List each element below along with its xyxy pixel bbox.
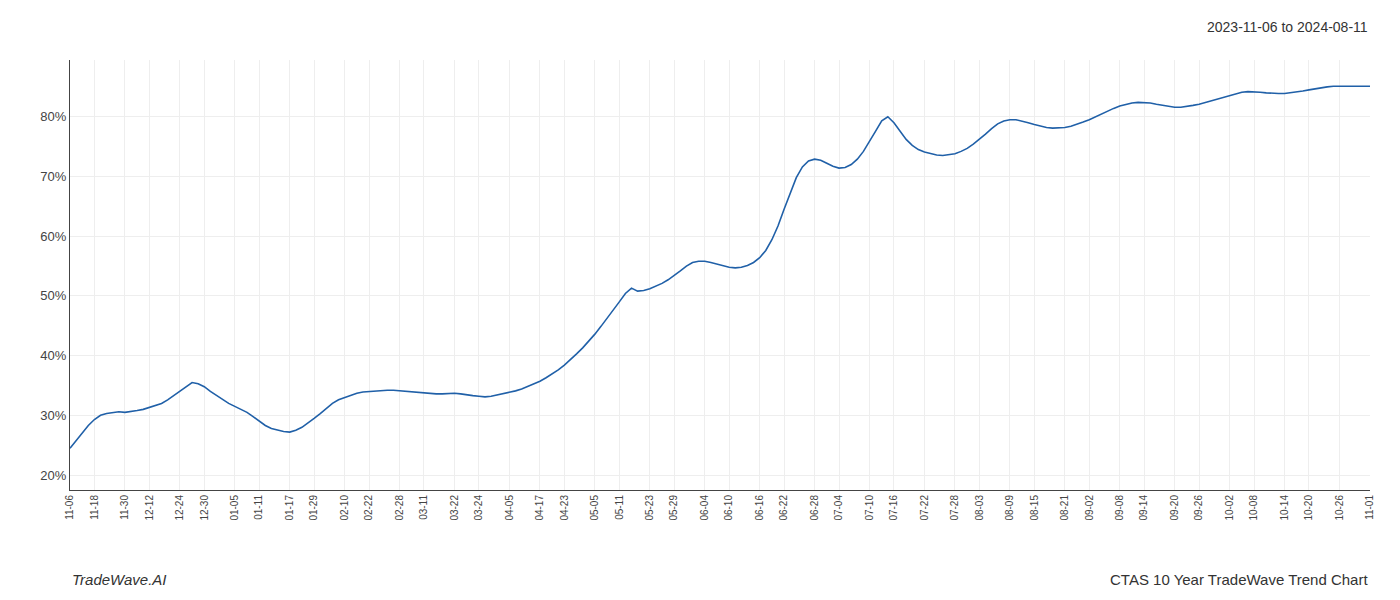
svg-text:07-16: 07-16	[888, 495, 899, 521]
svg-text:03-11: 03-11	[418, 495, 429, 520]
svg-text:10-02: 10-02	[1224, 495, 1235, 521]
svg-text:70%: 70%	[40, 169, 66, 184]
svg-text:03-24: 03-24	[473, 495, 484, 521]
svg-text:80%: 80%	[40, 109, 66, 124]
svg-text:09-02: 09-02	[1084, 495, 1095, 521]
svg-text:01-29: 01-29	[308, 495, 319, 521]
svg-text:08-03: 08-03	[974, 495, 985, 521]
svg-text:06-16: 06-16	[754, 495, 765, 521]
svg-text:60%: 60%	[40, 229, 66, 244]
svg-text:04-05: 04-05	[504, 495, 515, 521]
svg-text:03-22: 03-22	[449, 495, 460, 521]
svg-text:50%: 50%	[40, 288, 66, 303]
svg-text:01-17: 01-17	[284, 495, 295, 521]
svg-text:02-22: 02-22	[363, 495, 374, 521]
svg-text:10-08: 10-08	[1248, 495, 1259, 521]
svg-text:07-10: 07-10	[864, 495, 875, 521]
svg-text:12-24: 12-24	[174, 495, 185, 521]
svg-text:CTAS 10 Year TradeWave Trend C: CTAS 10 Year TradeWave Trend Chart	[1110, 571, 1368, 588]
svg-text:05-05: 05-05	[589, 495, 600, 521]
svg-text:12-30: 12-30	[199, 495, 210, 521]
svg-text:11-06: 11-06	[64, 495, 75, 520]
svg-text:09-14: 09-14	[1138, 495, 1149, 521]
svg-text:04-23: 04-23	[559, 495, 570, 521]
svg-text:40%: 40%	[40, 348, 66, 363]
svg-text:11-01: 11-01	[1364, 495, 1375, 520]
svg-text:05-29: 05-29	[668, 495, 679, 521]
svg-text:06-28: 06-28	[809, 495, 820, 521]
svg-text:07-04: 07-04	[833, 495, 844, 521]
svg-text:06-04: 06-04	[699, 495, 710, 521]
svg-text:10-26: 10-26	[1334, 495, 1345, 521]
svg-text:01-05: 01-05	[229, 495, 240, 521]
svg-text:08-09: 08-09	[1004, 495, 1015, 521]
svg-text:10-20: 10-20	[1303, 495, 1314, 521]
svg-text:10-14: 10-14	[1279, 495, 1290, 521]
svg-text:11-30: 11-30	[119, 495, 130, 520]
svg-text:20%: 20%	[40, 468, 66, 483]
svg-text:07-22: 07-22	[919, 495, 930, 521]
svg-text:09-26: 09-26	[1193, 495, 1204, 521]
svg-text:07-28: 07-28	[949, 495, 960, 521]
svg-text:05-23: 05-23	[644, 495, 655, 521]
svg-text:06-10: 06-10	[723, 495, 734, 521]
svg-text:TradeWave.AI: TradeWave.AI	[72, 571, 166, 588]
svg-text:02-10: 02-10	[339, 495, 350, 521]
svg-text:09-20: 09-20	[1169, 495, 1180, 521]
svg-text:30%: 30%	[40, 408, 66, 423]
svg-text:06-22: 06-22	[778, 495, 789, 521]
svg-text:09-08: 09-08	[1114, 495, 1125, 521]
svg-text:01-11: 01-11	[253, 495, 264, 520]
svg-text:05-11: 05-11	[614, 495, 625, 520]
svg-text:11-18: 11-18	[89, 495, 100, 520]
svg-text:08-21: 08-21	[1059, 495, 1070, 521]
svg-text:2023-11-06 to 2024-08-11: 2023-11-06 to 2024-08-11	[1207, 19, 1368, 35]
svg-text:08-15: 08-15	[1029, 495, 1040, 521]
svg-text:04-17: 04-17	[534, 495, 545, 521]
svg-text:02-28: 02-28	[394, 495, 405, 521]
svg-text:12-12: 12-12	[144, 495, 155, 521]
